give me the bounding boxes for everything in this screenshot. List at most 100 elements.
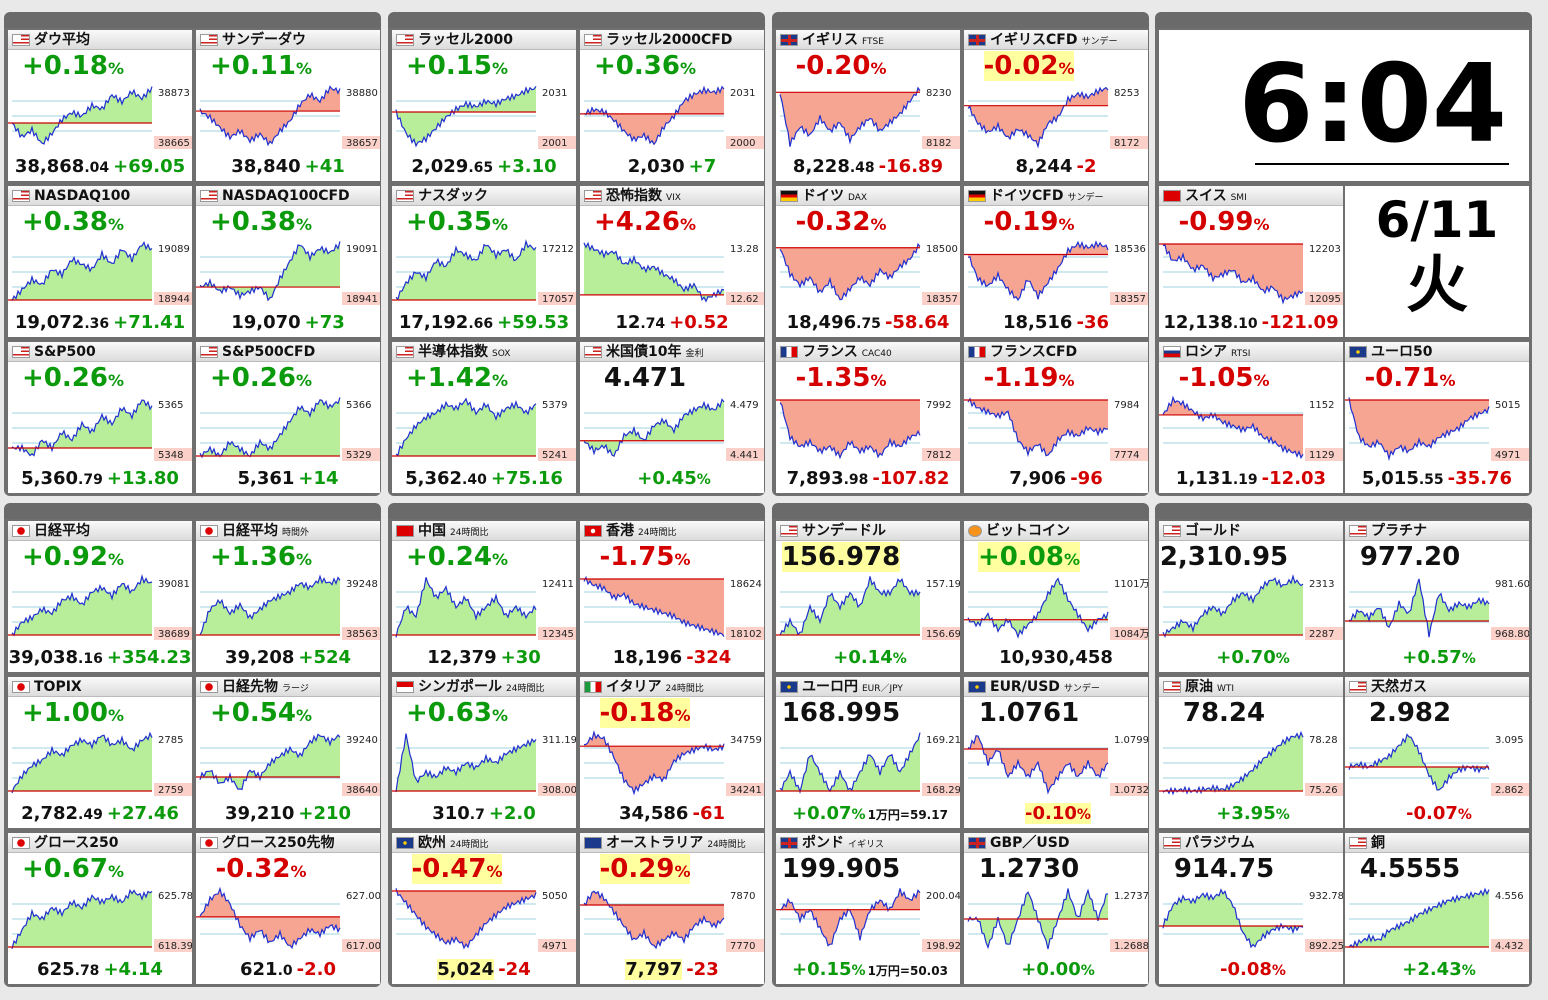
market-tile[interactable]: フランスCFD -1.19% 7984 7774 7,906 -96 <box>964 342 1148 493</box>
flag-icon <box>968 681 986 693</box>
tick-label-bottom: 34241 <box>730 785 762 796</box>
market-tile[interactable]: ロシア RTSI -1.05% 1152 1129 1,131.19 -12.03 <box>1159 342 1343 493</box>
tick-label-bottom-bg <box>1110 783 1148 796</box>
market-tile[interactable]: フランス CAC40 -1.35% 7992 7812 7,893.98 -107.82 <box>776 342 960 493</box>
market-tile[interactable]: S&P500 +0.26% 5365 5348 5,360.79 +13.80 <box>8 342 192 493</box>
market-tile[interactable]: 日経平均 時間外 +1.36% 39248 38563 39,208 +524 <box>196 521 380 672</box>
tick-label-bottom-bg <box>1305 448 1343 461</box>
flag-icon <box>968 837 986 849</box>
market-tile[interactable]: 原油 WTI 78.24 78.28 75.26 +3.95% <box>1159 677 1343 828</box>
market-tile[interactable]: ゴールド 2,310.95 2313 2287 +0.70% <box>1159 521 1343 672</box>
tick-label-top: 2031 <box>542 88 567 99</box>
price-footer: 34,586 -61 <box>580 801 764 827</box>
market-tile[interactable]: 恐怖指数 VIX +4.26% 13.28 12.62 12.74 +0.52 <box>580 186 764 337</box>
market-tile[interactable]: パラジウム 914.75 932.78 892.25 -0.08% <box>1159 833 1343 984</box>
sparkline-area <box>780 576 920 636</box>
sparkline-chart: 2031 2000 <box>580 85 764 149</box>
tick-label-bottom-bg <box>1491 939 1529 952</box>
market-tile[interactable]: スイス SMI -0.99% 12203 12095 12,138.10 -121.09 <box>1159 186 1343 337</box>
price-change: -107.82 <box>872 468 950 489</box>
market-tile[interactable]: NASDAQ100 +0.38% 19089 18944 19,072.36 +71.41 <box>8 186 192 337</box>
market-tile[interactable]: イタリア 24時間比 -0.18% 34759 34241 34,586 -61 <box>580 677 764 828</box>
sparkline-line <box>199 241 341 302</box>
market-tile[interactable]: S&P500CFD +0.26% 5366 5329 5,361 +14 <box>196 342 380 493</box>
market-tile[interactable]: ユーロ円 EUR／JPY 168.995 169.21 168.29 +0.07% 1万円=… <box>776 677 960 828</box>
tile-name: ユーロ円 <box>802 679 858 695</box>
tick-label-top: 7870 <box>730 891 755 902</box>
tile-header: EUR/USD サンデー <box>964 677 1148 697</box>
tick-label-bottom: 7770 <box>730 941 755 952</box>
market-tile[interactable]: 半導体指数 SOX +1.42% 5379 5241 5,362.40 +75.16 <box>392 342 576 493</box>
sparkline-chart: 12411 12345 <box>392 577 576 640</box>
sparkline-chart: 38873 38665 <box>8 86 192 149</box>
market-tile[interactable]: TOPIX +1.00% 2785 2759 2,782.49 +27.46 <box>8 677 192 828</box>
change-percent: +0.92% <box>22 542 124 572</box>
market-tile[interactable]: ナスダック +0.35% 17212 17057 17,192.66 +59.53 <box>392 186 576 337</box>
price-footer: 10,930,458 <box>964 645 1148 671</box>
market-tile[interactable]: 天然ガス 2.982 3.095 2.862 -0.07% <box>1345 677 1529 828</box>
market-tile[interactable]: ビットコイン +0.08% 1101万 1084万 10,930,458 <box>964 521 1148 672</box>
clock-display: 6:04 <box>1159 30 1529 181</box>
tile-subname: 24時間比 <box>665 684 704 694</box>
price-value: 5,360.79 <box>21 468 103 489</box>
market-tile[interactable]: イギリス FTSE -0.20% 8230 8182 8,228.48 -16.89 <box>776 30 960 181</box>
tile-name: 日経平均 <box>222 523 278 539</box>
market-tile[interactable]: グロース250 +0.67% 625.78 618.39 625.78 +4.14 <box>8 833 192 984</box>
tick-label-bottom: 8172 <box>1114 138 1139 149</box>
price-value: 18,496.75 <box>786 312 881 333</box>
market-tile[interactable]: GBP／USD 1.2730 1.2737 1.2688 +0.00% <box>964 833 1148 984</box>
sparkline-area <box>1163 244 1303 303</box>
sparkline-line <box>583 730 725 796</box>
market-tile[interactable]: ユーロ50 -0.71% 5015 4971 5,015.55 -35.76 <box>1345 342 1529 493</box>
tick-label-bottom: 4.441 <box>730 450 759 461</box>
change-percent: +0.36% <box>594 51 696 81</box>
market-tile[interactable]: 米国債10年 金利 4.471 4.479 4.441 +0.45% <box>580 342 764 493</box>
tile-name: 中国 <box>418 523 446 539</box>
market-tile[interactable]: 中国 24時間比 +0.24% 12411 12345 12,379 +30 <box>392 521 576 672</box>
sparkline-area <box>396 733 536 793</box>
market-tile[interactable]: 香港 24時間比 -1.75% 18624 18102 18,196 -324 <box>580 521 764 672</box>
price-footer: 39,208 +524 <box>196 645 380 671</box>
tick-label-top: 38873 <box>158 88 190 99</box>
tick-label-bottom: 1.0732 <box>1114 785 1148 796</box>
market-tile[interactable]: プラチナ 977.20 981.60 968.80 +0.57% <box>1345 521 1529 672</box>
market-tile[interactable]: EUR/USD サンデー 1.0761 1.0799 1.0732 -0.10% <box>964 677 1148 828</box>
tile-name: 銅 <box>1371 835 1385 851</box>
market-tile[interactable]: ラッセル2000 +0.15% 2031 2001 2,029.65 +3.10 <box>392 30 576 181</box>
sparkline-area <box>396 577 536 638</box>
market-tile[interactable]: NASDAQ100CFD +0.38% 19091 18941 19,070 +73 <box>196 186 380 337</box>
price-value: 7,906 <box>1009 468 1067 489</box>
tick-label-bottom-bg <box>922 939 960 952</box>
price-footer: 19,070 +73 <box>196 310 380 336</box>
market-tile[interactable]: サンデーダウ +0.11% 38880 38657 38,840 +41 <box>196 30 380 181</box>
price-footer: 5,015.55 -35.76 <box>1345 466 1529 493</box>
market-tile[interactable]: 欧州 24時間比 -0.47% 5050 4971 5,024 -24 <box>392 833 576 984</box>
market-tile[interactable]: ラッセル2000CFD +0.36% 2031 2000 2,030 +7 <box>580 30 764 181</box>
market-tile[interactable]: ポンド イギリス 199.905 200.04 198.92 +0.15% 1万円=50.0… <box>776 833 960 984</box>
price-value: 10,930,458 <box>999 647 1113 668</box>
sparkline-line <box>1348 578 1490 638</box>
market-tile[interactable]: サンデードル 156.978 157.19 156.69 +0.14% <box>776 521 960 672</box>
market-tile[interactable]: 銅 4.5555 4.556 4.432 +2.43% <box>1345 833 1529 984</box>
market-tile[interactable]: オーストラリア 24時間比 -0.29% 7870 7770 7,797 -23 <box>580 833 764 984</box>
sparkline-area <box>200 888 340 948</box>
market-tile[interactable]: ドイツCFD サンデー -0.19% 18536 18357 18,516 -36 <box>964 186 1148 337</box>
market-tile[interactable]: グロース250先物 -0.32% 627.00 617.00 621.0 -2.0 <box>196 833 380 984</box>
sparkline-chart: 7992 7812 <box>776 399 960 461</box>
tile-header: 銅 <box>1345 833 1529 853</box>
price-change: +2.0 <box>488 803 536 824</box>
market-tile[interactable]: 日経先物 ラージ +0.54% 39240 38640 39,210 +210 <box>196 677 380 828</box>
market-tile[interactable]: シンガポール 24時間比 +0.63% 311.19 308.00 310.7 +2.0 <box>392 677 576 828</box>
price-change: -324 <box>686 647 732 668</box>
tick-label-bottom: 1084万 <box>1114 629 1148 640</box>
market-tile[interactable]: 日経平均 +0.92% 39081 38689 39,038.16 +354.23 <box>8 521 192 672</box>
tile-header: ユーロ円 EUR／JPY <box>776 677 960 697</box>
change-percent: +0.26% <box>210 363 312 393</box>
tile-header: 日経平均 時間外 <box>196 521 380 541</box>
market-tile[interactable]: ダウ平均 +0.18% 38873 38665 38,868.04 +69.05 <box>8 30 192 181</box>
tile-name: ゴールド <box>1185 523 1241 539</box>
tick-label-bottom: 2000 <box>730 138 755 149</box>
price-footer: +0.57% <box>1345 645 1529 672</box>
market-tile[interactable]: ドイツ DAX -0.32% 18500 18357 18,496.75 -58.64 <box>776 186 960 337</box>
market-tile[interactable]: イギリスCFD サンデー -0.02% 8253 8172 8,244 -2 <box>964 30 1148 181</box>
